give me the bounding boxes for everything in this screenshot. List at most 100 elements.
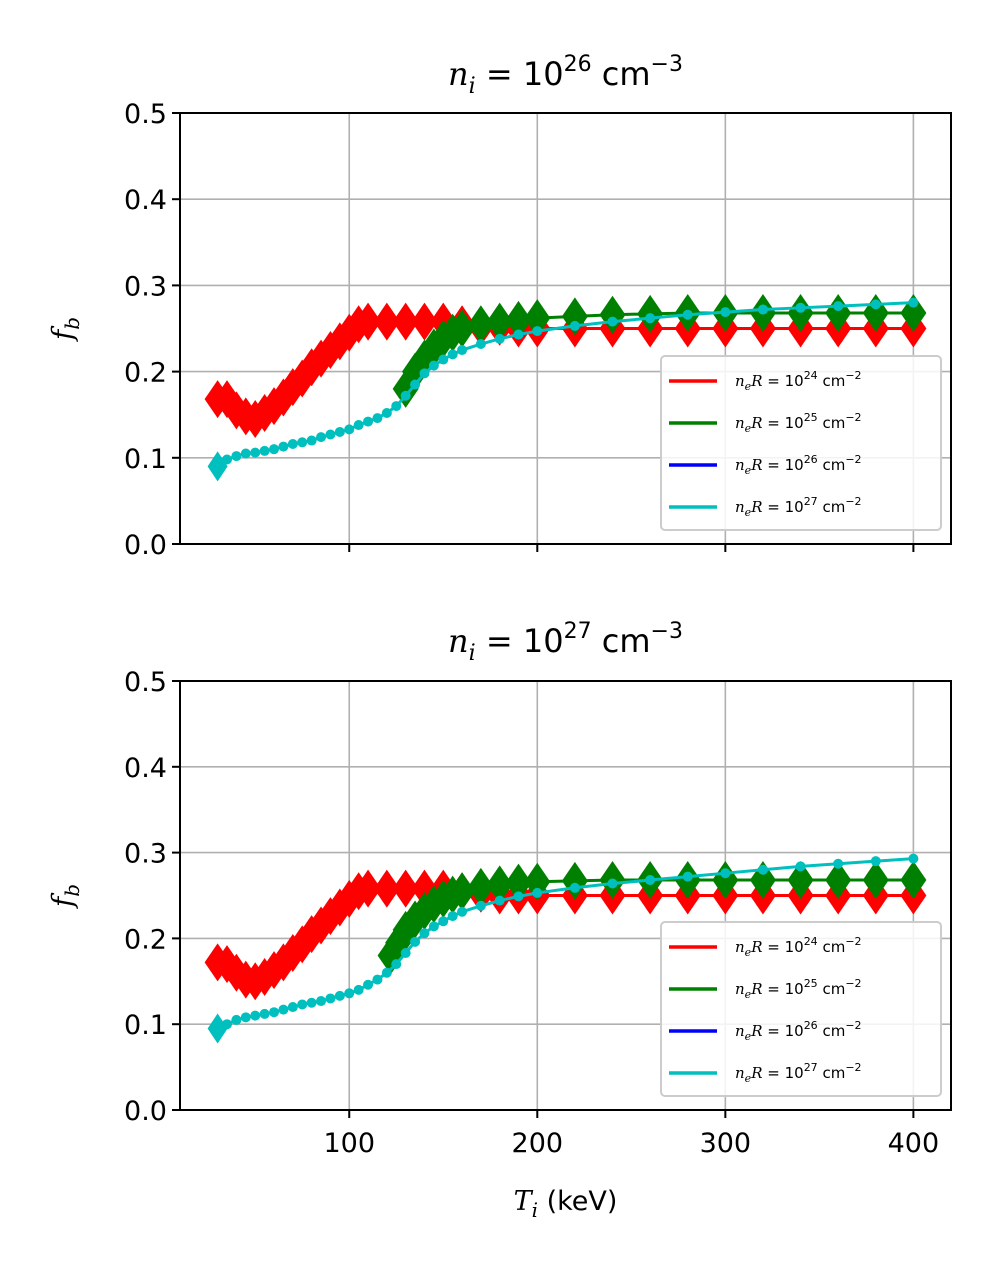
x-axis-label: Ti (keV): [514, 1186, 618, 1222]
legend-label: neR = 1025 cm−2: [735, 977, 862, 1001]
series-4: [207, 297, 919, 482]
data-point: [607, 316, 618, 327]
data-point: [505, 863, 532, 902]
data-point: [475, 339, 486, 350]
legend-label: neR = 1025 cm−2: [735, 411, 862, 435]
data-point: [373, 302, 400, 341]
data-point: [787, 861, 814, 900]
data-point: [513, 891, 524, 902]
y-tick-label: 0.1: [124, 444, 167, 475]
data-point: [240, 448, 251, 459]
data-point: [505, 300, 532, 339]
data-point: [419, 368, 430, 379]
legend: neR = 1024 cm−2 neR = 1025 cm−2 neR = 1026…: [660, 921, 942, 1097]
data-point: [259, 1008, 270, 1019]
data-point: [825, 861, 852, 900]
data-point: [457, 906, 468, 917]
axes-frame: [179, 112, 952, 545]
data-point: [486, 302, 513, 341]
data-point: [447, 911, 458, 922]
data-point: [334, 990, 345, 1001]
data-point: [428, 360, 439, 371]
data-point: [720, 307, 731, 318]
data-point: [795, 861, 806, 872]
y-tick-label: 0.2: [124, 924, 167, 955]
chart-title: ni = 1027 cm−3: [448, 619, 683, 666]
data-point: [278, 441, 289, 452]
x-tick-label: 200: [512, 1128, 564, 1159]
y-tick-label: 0.3: [124, 271, 167, 302]
data-point: [207, 1013, 228, 1044]
data-point: [870, 299, 881, 310]
chart-panel-2: 0.0 0.1 0.2 0.3 0.4 0.5 100 200 300 400 ni = 1027 …: [46, 619, 952, 1222]
data-point: [231, 451, 242, 462]
y-tick-label: 0.2: [124, 358, 167, 389]
data-point: [457, 345, 468, 356]
data-point: [494, 895, 505, 906]
data-point: [392, 302, 419, 341]
y-tick-label: 0.0: [124, 530, 167, 561]
data-point: [900, 861, 927, 900]
data-point: [410, 936, 421, 947]
data-point: [475, 900, 486, 911]
data-point: [447, 349, 458, 360]
data-point: [419, 928, 430, 939]
data-point: [363, 416, 374, 427]
data-point: [391, 401, 402, 412]
data-point: [250, 447, 261, 458]
data-point: [306, 997, 317, 1008]
data-point: [494, 333, 505, 344]
data-point: [825, 293, 852, 332]
data-point: [231, 1014, 242, 1025]
data-point: [344, 424, 355, 435]
data-point: [278, 1004, 289, 1015]
y-tick-label: 0.5: [124, 667, 167, 698]
legend: neR = 1024 cm−2 neR = 1025 cm−2 neR = 1026…: [660, 355, 942, 531]
y-tick-label: 0.5: [124, 99, 167, 130]
data-point: [297, 999, 308, 1010]
legend-label: neR = 1027 cm−2: [735, 1061, 862, 1085]
axes-frame: [179, 680, 952, 1111]
data-point: [400, 947, 411, 958]
series-4: [207, 853, 919, 1044]
x-tick-label: 300: [700, 1128, 752, 1159]
x-tick-label: 400: [888, 1128, 940, 1159]
data-point: [353, 984, 364, 995]
data-point: [862, 861, 889, 900]
data-point: [682, 309, 693, 320]
data-point: [449, 309, 476, 348]
data-point: [316, 432, 327, 443]
data-point: [486, 865, 513, 904]
data-point: [645, 875, 656, 886]
data-point: [325, 429, 336, 440]
data-point: [306, 435, 317, 446]
data-point: [438, 916, 449, 927]
data-point: [438, 354, 449, 365]
data-point: [411, 302, 438, 341]
data-point: [908, 853, 919, 864]
data-point: [363, 979, 374, 990]
data-point: [287, 439, 298, 450]
data-point: [316, 996, 327, 1007]
legend-label: neR = 1027 cm−2: [735, 495, 862, 519]
legend-box: [660, 921, 942, 1097]
legend-label: neR = 1024 cm−2: [735, 369, 862, 393]
data-point: [833, 858, 844, 869]
data-point: [561, 861, 588, 900]
chart-title: ni = 1026 cm−3: [448, 52, 683, 99]
data-point: [353, 420, 364, 431]
data-point: [712, 861, 739, 900]
data-point: [607, 878, 618, 889]
data-point: [372, 413, 383, 424]
data-point: [355, 302, 382, 341]
legend-label: neR = 1024 cm−2: [735, 935, 862, 959]
y-tick-label: 0.1: [124, 1010, 167, 1041]
data-point: [449, 872, 476, 911]
data-point: [532, 326, 543, 337]
data-point: [532, 887, 543, 898]
data-point: [787, 293, 814, 332]
data-point: [795, 302, 806, 313]
legend-label: neR = 1026 cm−2: [735, 453, 862, 477]
